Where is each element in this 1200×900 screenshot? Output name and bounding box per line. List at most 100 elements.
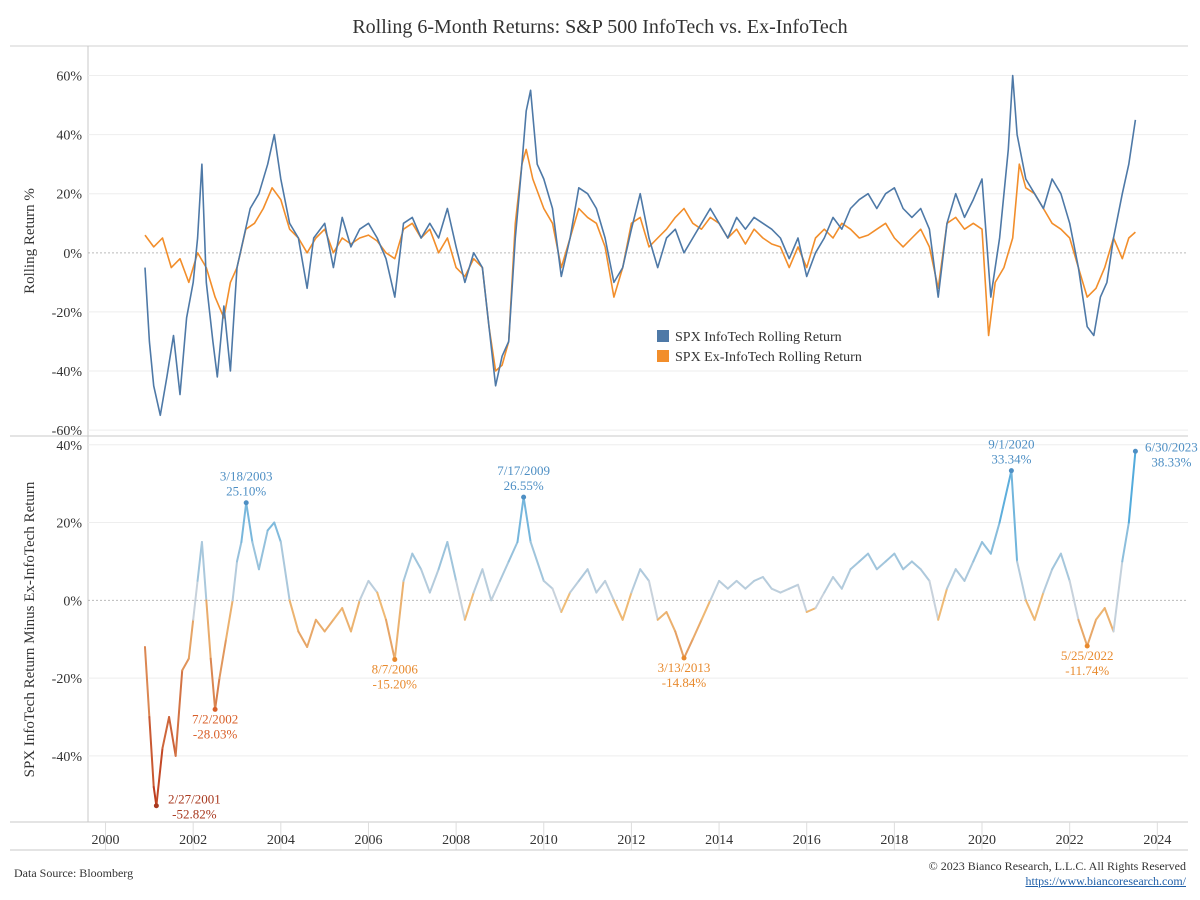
diff-segment: [174, 669, 184, 757]
diff-segment: [1103, 607, 1115, 633]
diff-segment: [1121, 521, 1130, 563]
diff-segment: [148, 716, 155, 788]
legend-swatch-exinfotech: [657, 350, 669, 362]
diff-segment: [507, 541, 519, 563]
diff-segment: [612, 599, 624, 621]
diff-segment: [989, 521, 1001, 555]
diff-segment: [402, 552, 414, 582]
diff-segment: [1112, 560, 1124, 633]
annotation-value: -28.03%: [193, 726, 238, 741]
bottom-y-tick-label: 40%: [56, 439, 82, 454]
diff-segment: [656, 611, 668, 621]
top-y-axis-label: Rolling Return %: [22, 188, 38, 294]
diff-segment: [595, 579, 607, 594]
diff-segment: [1016, 560, 1027, 602]
diff-segment: [420, 568, 431, 594]
series-line-infotech: [144, 74, 1137, 417]
chart-title: Rolling 6-Month Returns: S&P 500 InfoTec…: [352, 16, 848, 38]
diff-segment: [902, 560, 913, 571]
diff-segment: [288, 599, 300, 633]
x-tick-label: 2014: [705, 833, 733, 848]
diff-segment: [472, 568, 484, 594]
diff-segment: [1059, 552, 1071, 582]
diff-segment: [630, 568, 642, 594]
annotation-marker: [1008, 468, 1014, 474]
diff-segment: [209, 657, 217, 711]
annotation-marker: [243, 500, 249, 506]
diff-segment: [437, 541, 449, 571]
diff-segment: [240, 501, 248, 543]
diff-segment: [1051, 552, 1062, 571]
diff-segment: [490, 579, 501, 602]
diff-segment: [323, 618, 335, 633]
bottom-y-axis-label: SPX InfoTech Return Minus Ex-InfoTech Re…: [22, 481, 38, 777]
diff-segment: [875, 560, 887, 571]
top-y-tick-label: 20%: [56, 188, 82, 203]
annotation-date: 8/7/2006: [372, 661, 419, 676]
annotation-value: 33.34%: [991, 452, 1031, 467]
diff-segment: [577, 568, 589, 582]
diff-segment: [867, 552, 878, 571]
legend-label-infotech: SPX InfoTech Rolling Return: [675, 330, 842, 345]
annotation-value: -52.82%: [172, 807, 217, 822]
annotation-date: 6/30/2023: [1145, 439, 1198, 454]
annotation-marker: [153, 803, 159, 809]
annotation-date: 3/18/2003: [220, 469, 273, 484]
diff-segment: [161, 716, 171, 750]
annotation-value: -14.84%: [662, 675, 707, 690]
diff-segment: [858, 552, 870, 563]
diff-segment: [814, 591, 826, 610]
diff-segment: [1033, 591, 1045, 621]
website-link[interactable]: https://www.biancoresearch.com/: [1025, 874, 1186, 888]
x-tick-label: 2004: [267, 833, 295, 848]
diff-segment: [665, 611, 677, 633]
diff-segment: [753, 576, 764, 582]
bottom-y-tick-label: 20%: [56, 517, 82, 532]
annotation-date: 9/1/2020: [988, 437, 1034, 452]
diff-segment: [1077, 618, 1089, 647]
diff-segment: [251, 541, 260, 571]
annotation-marker: [1132, 448, 1138, 454]
diff-segment: [893, 552, 905, 571]
annotation-marker: [1084, 643, 1090, 649]
annotation-date: 7/2/2002: [192, 711, 238, 726]
diff-segment: [691, 618, 703, 641]
x-tick-label: 2002: [179, 833, 207, 848]
diff-segment: [446, 541, 458, 582]
diff-segment: [928, 579, 940, 621]
diff-segment: [306, 618, 317, 648]
diff-segment: [297, 630, 309, 648]
diff-segment: [385, 618, 396, 661]
diff-segment: [192, 579, 199, 621]
diff-segment: [639, 568, 650, 582]
diff-segment: [1042, 568, 1054, 594]
diff-segment: [1068, 579, 1080, 621]
diff-segment: [187, 618, 195, 660]
diff-segment: [314, 618, 326, 633]
diff-segment: [569, 579, 580, 594]
diff-segment: [516, 496, 525, 543]
diff-segment: [236, 541, 243, 563]
annotation-value: 38.33%: [1151, 454, 1191, 469]
diff-segment: [735, 579, 747, 590]
annotation-value: 26.55%: [504, 478, 544, 493]
top-y-tick-label: 0%: [63, 247, 82, 262]
diff-segment: [998, 469, 1013, 524]
diff-segment: [143, 646, 151, 718]
diff-segment: [332, 607, 344, 621]
diff-segment: [761, 576, 773, 590]
x-axis: 2000 2002 2004 2006 2008 2010 2012 2014 2016 2018…: [10, 822, 1188, 851]
diff-segment: [245, 501, 254, 543]
diff-segment: [266, 521, 276, 532]
annotation-marker: [681, 655, 687, 661]
top-y-tick-label: -60%: [52, 424, 83, 439]
diff-segment: [832, 576, 843, 590]
diff-segment: [279, 541, 291, 602]
series-line-exinfotech: [144, 148, 1136, 372]
diff-segment: [954, 568, 966, 582]
top-y-tick-label: 40%: [56, 129, 82, 144]
diff-segment: [744, 579, 756, 590]
diff-segment: [225, 599, 234, 641]
diff-segment: [674, 630, 686, 660]
diff-segment: [604, 579, 615, 602]
